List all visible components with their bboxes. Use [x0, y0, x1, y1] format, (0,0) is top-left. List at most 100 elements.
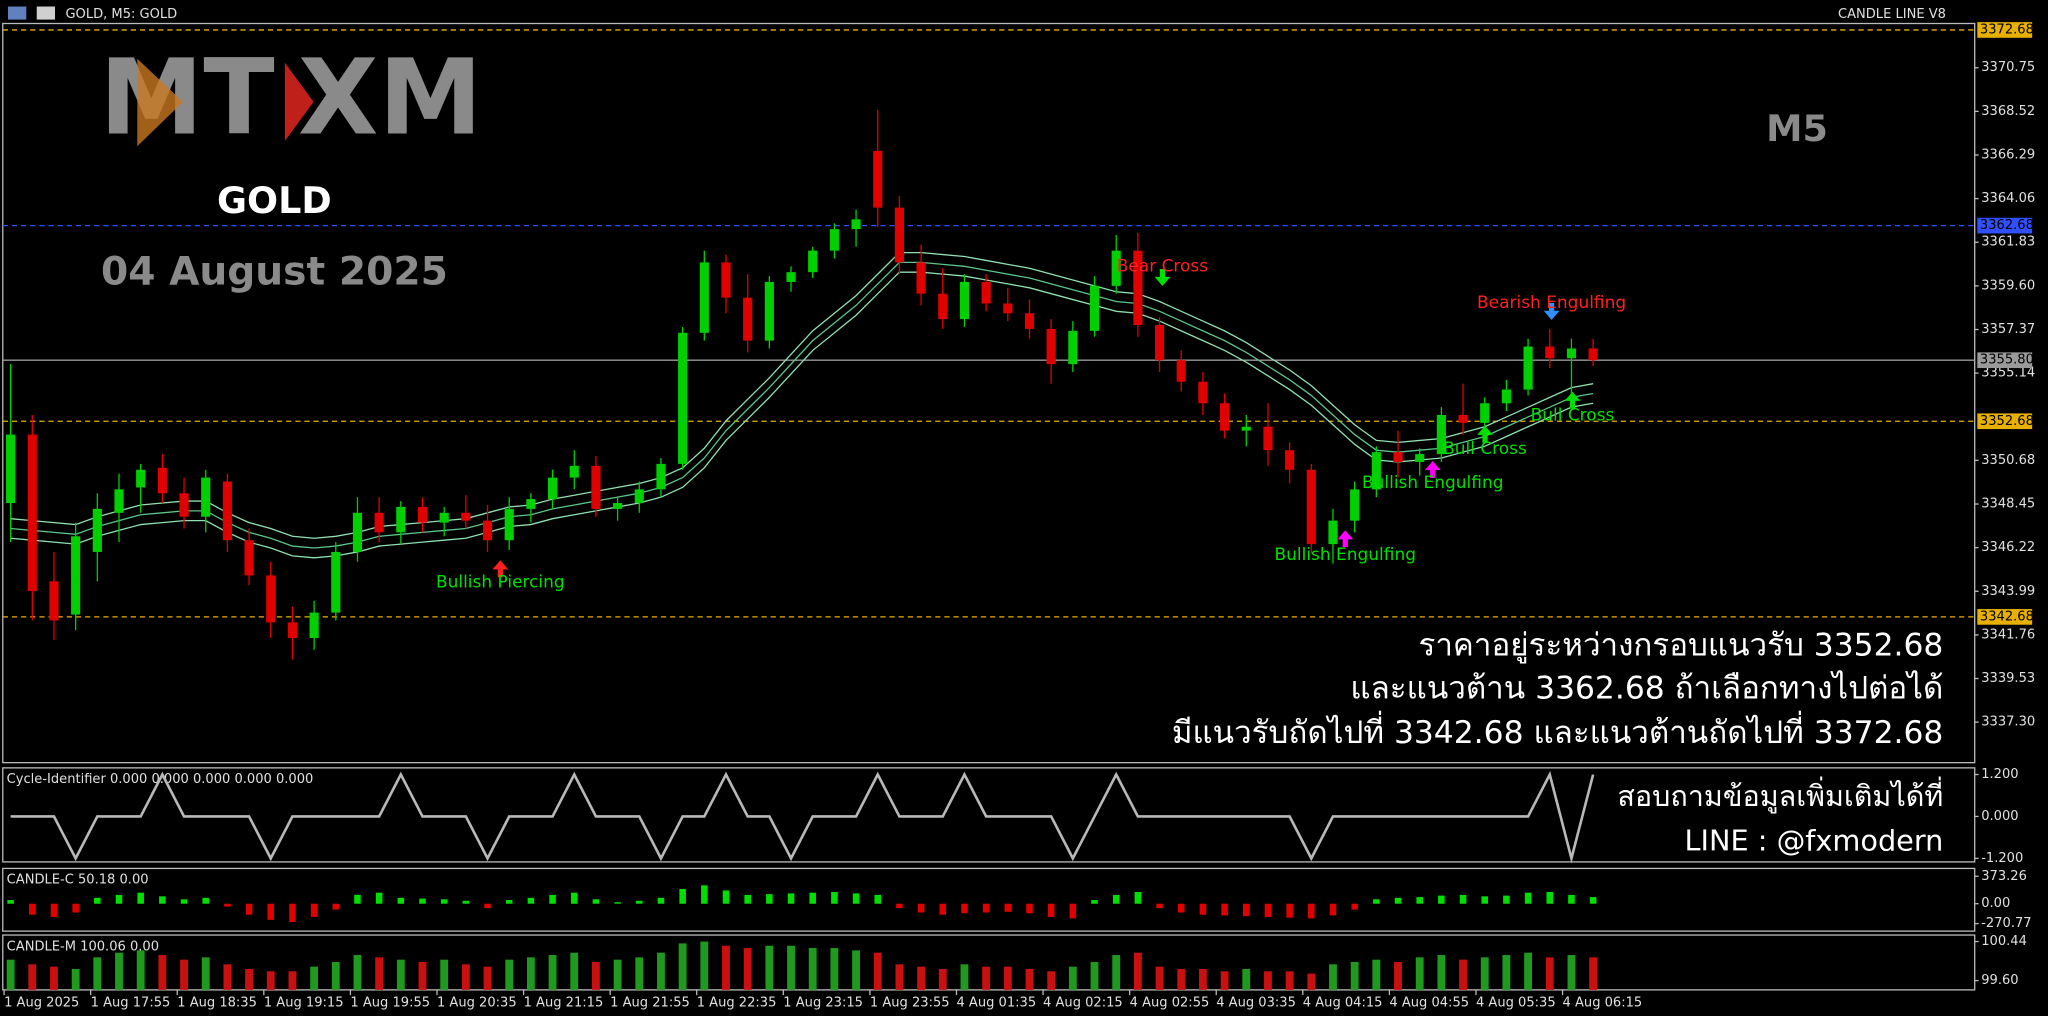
histogram-bar [1026, 903, 1033, 914]
candle-body [1198, 381, 1208, 404]
histogram-bar [354, 894, 361, 904]
candle-body [699, 262, 709, 333]
candle-c-pane [2, 867, 1976, 932]
pane-title: CANDLE-C 50.18 0.00 [7, 873, 149, 888]
x-tick-label: 4 Aug 04:15 [1303, 995, 1383, 1010]
momentum-bar [28, 964, 37, 990]
histogram-bar [1199, 903, 1207, 915]
candle-body [829, 229, 839, 251]
y-tick-label: 3359.60 [1981, 278, 2035, 293]
histogram-bar [852, 893, 860, 904]
candle-body [136, 469, 146, 488]
candle-body [201, 477, 211, 517]
y-tick-label: 3346.22 [1981, 540, 2035, 555]
momentum-bar [1177, 968, 1186, 990]
momentum-bar [115, 952, 123, 990]
y-tick-label: 3364.06 [1981, 191, 2035, 206]
candle-body [1306, 469, 1316, 545]
histogram-bar [245, 903, 253, 915]
histogram-bar [72, 903, 79, 913]
x-tick-label: 1 Aug 23:15 [783, 995, 863, 1010]
histogram-bar [50, 903, 58, 917]
histogram-bar [744, 894, 751, 904]
candle-body [1241, 426, 1251, 431]
signal-label: Bullish Engulfing [1275, 545, 1416, 565]
candle-body [1436, 414, 1446, 455]
x-tick-label: 1 Aug 21:55 [610, 995, 690, 1010]
momentum-bar [461, 964, 470, 990]
signal-arrow [1543, 302, 1560, 320]
histogram-bar [961, 903, 968, 914]
y-tick-label: 99.60 [1981, 973, 2018, 988]
candle-body [6, 434, 16, 504]
momentum-bar [1307, 973, 1316, 990]
histogram-bar [419, 898, 426, 904]
x-tick-label: 1 Aug 17:55 [91, 995, 171, 1010]
candle-body [374, 512, 384, 533]
candle-body [1328, 520, 1338, 545]
y-tick-label: 3339.53 [1981, 671, 2035, 686]
histogram-bar [1438, 895, 1445, 904]
y-tick-label: 1.200 [1981, 767, 2018, 782]
candle-body [1024, 313, 1035, 329]
candle-body [179, 493, 189, 517]
momentum-bar [548, 955, 557, 990]
candle-body [851, 219, 861, 230]
histogram-bar [94, 897, 101, 904]
momentum-bar [743, 948, 752, 990]
ribbon-line [10, 271, 1594, 559]
candle-body [504, 508, 514, 541]
note-line: ราคาอยู่ระหว่างกรอบแนวรับ 3352.68 [1419, 627, 1944, 663]
x-tick-label: 4 Aug 02:55 [1130, 995, 1210, 1010]
candle-body [439, 512, 449, 523]
momentum-bar [1047, 971, 1056, 990]
momentum-bar [570, 952, 579, 990]
candle-body [1176, 360, 1186, 382]
histogram-bar [636, 900, 643, 904]
candle-body [482, 520, 493, 541]
logo-arrow [284, 62, 314, 142]
x-tick-label: 1 Aug 19:15 [264, 995, 344, 1010]
candle-body [1415, 454, 1425, 462]
momentum-bar [613, 959, 622, 990]
price-level-label: 3342.68 [1980, 609, 2034, 624]
overlay-date: 04 August 2025 [101, 250, 448, 295]
y-tick-label: 3361.83 [1981, 235, 2035, 250]
candle-body [873, 150, 883, 208]
window-icon [8, 6, 27, 20]
histogram-bar [29, 903, 36, 915]
y-tick-label: 0.00 [1981, 896, 2010, 911]
momentum-bar [1567, 955, 1576, 990]
histogram-bar [159, 896, 166, 904]
histogram-bar [7, 900, 14, 904]
overlay-timeframe: M5 [1766, 107, 1828, 150]
momentum-bar [223, 964, 232, 990]
candle-body [1263, 426, 1273, 451]
histogram-bar [137, 892, 144, 904]
momentum-bar [331, 961, 340, 990]
candle-body [49, 581, 59, 621]
histogram-bar [1112, 894, 1120, 904]
histogram-bar [592, 899, 600, 904]
candle-body [1003, 303, 1013, 314]
momentum-bar [678, 943, 687, 990]
signal-arrow [1154, 269, 1171, 286]
histogram-bar [679, 889, 686, 904]
candle-body [1501, 389, 1511, 404]
x-tick-label: 4 Aug 03:35 [1216, 995, 1296, 1010]
histogram-bar [1481, 896, 1488, 904]
x-tick-label: 4 Aug 04:55 [1389, 995, 1469, 1010]
y-tick-label: 3337.30 [1981, 715, 2035, 730]
histogram-bar [1243, 903, 1250, 917]
x-tick-label: 1 Aug 21:15 [524, 995, 604, 1010]
y-tick-label: 3341.76 [1981, 627, 2035, 642]
histogram-bar [375, 892, 383, 904]
candle-body [743, 297, 753, 341]
momentum-bar [1264, 971, 1272, 990]
momentum-bar [418, 961, 427, 990]
histogram-bar [1524, 892, 1532, 904]
histogram-bar [570, 892, 578, 904]
histogram-bar [224, 903, 231, 907]
momentum-bar [1589, 957, 1598, 990]
